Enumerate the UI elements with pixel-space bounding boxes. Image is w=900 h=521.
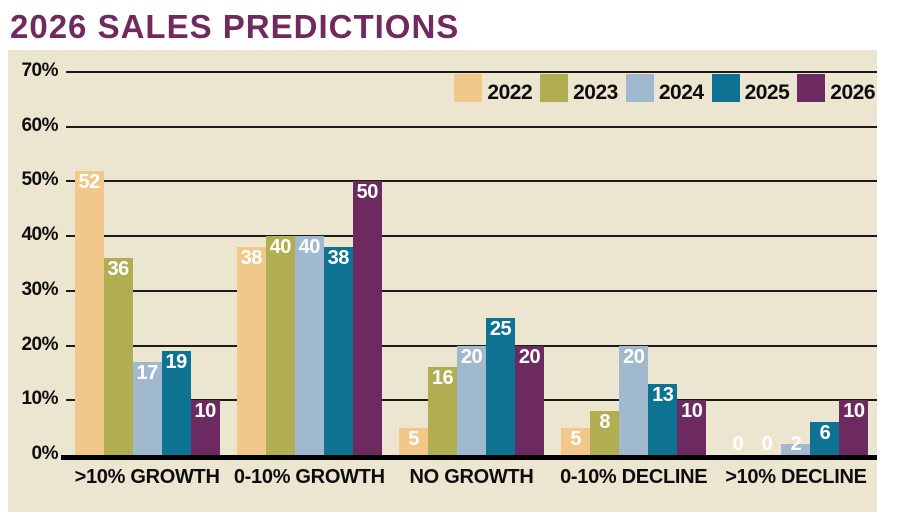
bar: 38 (323, 247, 353, 455)
bar-value-label: 10 (843, 400, 865, 423)
bar: 5 (399, 427, 428, 455)
bar: 6 (810, 422, 840, 455)
bar-groups: 52 36 17 19 10 >10% GROWTH 38 40 40 38 50 0-10% GRO… (66, 72, 877, 488)
bar-value-label: 50 (356, 181, 379, 204)
bar: 36 (103, 258, 133, 455)
legend-swatch (540, 74, 569, 102)
bar: 38 (236, 247, 266, 455)
category-label: 0-10% DECLINE (560, 466, 708, 488)
bar-value-label: 36 (107, 258, 129, 281)
category-label: >10% GROWTH (74, 466, 220, 488)
legend-item: 2026 (797, 74, 875, 104)
legend-label: 2022 (487, 80, 533, 104)
gridline (66, 125, 877, 128)
y-axis-tick-label: 30% (21, 278, 58, 300)
legend-label: 2026 (830, 80, 875, 104)
legend-swatch (625, 74, 654, 102)
bar: 20 (457, 345, 486, 455)
bar-value-label: 25 (489, 318, 512, 341)
legend-label: 2023 (573, 80, 618, 104)
plot-area: 2022 2023 2024 2025 2026 52 36 17 19 10 >10% GROW… (21, 60, 877, 488)
bar: 52 (74, 170, 104, 455)
bar-value-label: 13 (652, 383, 674, 406)
legend-item: 2024 (625, 74, 704, 104)
y-axis-tick-label: 0% (31, 443, 59, 464)
category-label: NO GROWTH (409, 466, 534, 488)
bar-group: 5 16 20 25 20 NO GROWTH (390, 72, 552, 488)
bar: 10 (839, 400, 869, 455)
bar-value-label: 8 (599, 411, 611, 434)
bar: 13 (648, 383, 678, 455)
chart-panel: 2022 2023 2024 2025 2026 52 36 17 19 10 >10% GROW… (8, 50, 877, 512)
bar-value-label: 19 (165, 351, 187, 374)
bar-value-label: 5 (408, 427, 419, 450)
y-axis-tick-label: 10% (21, 388, 58, 410)
y-axis-tick-label: 60% (21, 114, 58, 136)
legend-item: 2023 (540, 74, 618, 104)
bar-value-label: 0 (761, 433, 773, 455)
gridline (66, 71, 877, 73)
bar-value-label: 40 (298, 236, 321, 259)
y-axis-tick-label: 70% (21, 60, 58, 81)
bar-value-label: 5 (570, 427, 582, 450)
bar: 40 (265, 236, 295, 455)
y-axis-tick-label: 40% (21, 224, 58, 246)
bar: 20 (515, 345, 544, 455)
bar: 10 (677, 400, 707, 455)
legend-swatch (454, 74, 483, 102)
legend-label: 2025 (744, 80, 790, 104)
bar-value-label: 38 (240, 247, 263, 270)
bar-value-label: 17 (136, 362, 158, 384)
category-label: 0-10% GROWTH (233, 466, 385, 488)
bar: 5 (561, 427, 591, 455)
bar: 8 (590, 411, 620, 455)
chart-title: 2026 SALES PREDICTIONS (10, 8, 460, 45)
legend-label: 2024 (658, 80, 704, 104)
bar-value-label: 40 (269, 236, 292, 259)
legend-item: 2022 (454, 74, 533, 104)
bar: 20 (619, 345, 649, 455)
bar-value-label: 20 (460, 345, 483, 368)
bar: 25 (486, 318, 515, 455)
legend-swatch (711, 74, 740, 102)
bar: 17 (132, 362, 162, 455)
bar: 40 (294, 236, 324, 455)
bar-value-label: 0 (732, 433, 744, 455)
y-axis-tick-label: 20% (21, 333, 58, 355)
bar: 16 (428, 367, 457, 455)
x-axis-line (61, 455, 877, 460)
y-axis-tick-label: 50% (21, 169, 58, 191)
bar: 50 (352, 181, 382, 455)
bar-group: 0 0 2 6 10 >10% DECLINE (715, 72, 877, 488)
bar-value-label: 6 (819, 422, 831, 445)
bar-group: 38 40 40 38 50 0-10% GROWTH (228, 72, 390, 488)
legend: 2022 2023 2024 2025 2026 (454, 74, 875, 104)
bar-value-label: 20 (623, 345, 645, 368)
bar: 19 (161, 351, 191, 455)
bar-value-label: 16 (431, 367, 454, 390)
bar-group: 52 36 17 19 10 >10% GROWTH (66, 72, 228, 488)
bar-value-label: 20 (518, 345, 541, 368)
bar: 10 (190, 400, 220, 455)
bar-group: 5 8 20 13 10 0-10% DECLINE (553, 72, 715, 488)
gridline (66, 344, 877, 347)
legend-item: 2025 (711, 74, 790, 104)
bar-value-label: 52 (78, 170, 100, 193)
bar-value-label: 2 (790, 433, 802, 456)
gridline (66, 289, 877, 292)
bar: 2 (781, 434, 811, 455)
gridline (66, 235, 877, 238)
bar-value-label: 38 (327, 247, 350, 270)
category-label: >10% DECLINE (725, 466, 867, 488)
gridline (66, 180, 877, 183)
legend-swatch (797, 74, 826, 102)
bar-value-label: 10 (194, 400, 216, 423)
bar-value-label: 10 (681, 400, 703, 423)
